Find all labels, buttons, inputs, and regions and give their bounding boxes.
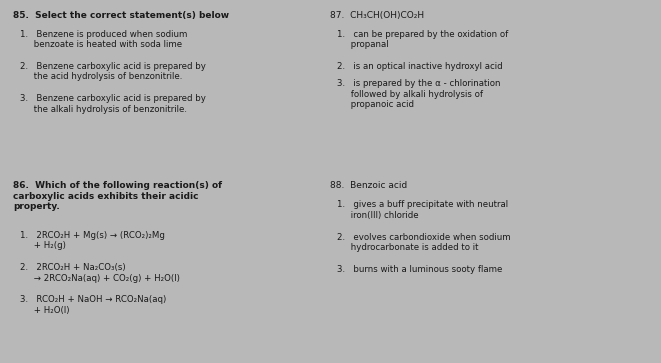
Text: 1.   gives a buff precipitate with neutral
     iron(III) chloride: 1. gives a buff precipitate with neutral…: [337, 200, 508, 220]
Text: 88.  Benzoic acid: 88. Benzoic acid: [330, 182, 408, 191]
Text: 2.   2RCO₂H + Na₂CO₃(s)
     → 2RCO₂Na(aq) + CO₂(g) + H₂O(l): 2. 2RCO₂H + Na₂CO₃(s) → 2RCO₂Na(aq) + CO…: [20, 263, 180, 282]
Text: 3.   Benzene carboxylic acid is prepared by
     the alkali hydrolysis of benzon: 3. Benzene carboxylic acid is prepared b…: [20, 94, 206, 114]
Text: 2.   Benzene carboxylic acid is prepared by
     the acid hydrolysis of benzonit: 2. Benzene carboxylic acid is prepared b…: [20, 62, 206, 81]
Text: 86.  Which of the following reaction(s) of
carboxylic acids exhibits their acidi: 86. Which of the following reaction(s) o…: [13, 182, 222, 211]
Text: 3.   RCO₂H + NaOH → RCO₂Na(aq)
     + H₂O(l): 3. RCO₂H + NaOH → RCO₂Na(aq) + H₂O(l): [20, 295, 166, 315]
Text: 3.   burns with a luminous sooty flame: 3. burns with a luminous sooty flame: [337, 265, 502, 274]
Text: 1.   can be prepared by the oxidation of
     propanal: 1. can be prepared by the oxidation of p…: [337, 30, 508, 49]
Text: 87.  CH₃CH(OH)CO₂H: 87. CH₃CH(OH)CO₂H: [330, 11, 424, 20]
Text: 85.  Select the correct statement(s) below: 85. Select the correct statement(s) belo…: [13, 11, 229, 20]
Text: 2.   evolves carbondioxide when sodium
     hydrocarbonate is added to it: 2. evolves carbondioxide when sodium hyd…: [337, 233, 511, 252]
Text: 2.   is an optical inactive hydroxyl acid: 2. is an optical inactive hydroxyl acid: [337, 62, 503, 71]
Text: 1.   2RCO₂H + Mg(s) → (RCO₂)₂Mg
     + H₂(g): 1. 2RCO₂H + Mg(s) → (RCO₂)₂Mg + H₂(g): [20, 231, 165, 250]
Text: 3.   is prepared by the α - chlorination
     followed by alkali hydrolysis of
 : 3. is prepared by the α - chlorination f…: [337, 79, 500, 109]
Text: 1.   Benzene is produced when sodium
     benzoate is heated with soda lime: 1. Benzene is produced when sodium benzo…: [20, 30, 187, 49]
